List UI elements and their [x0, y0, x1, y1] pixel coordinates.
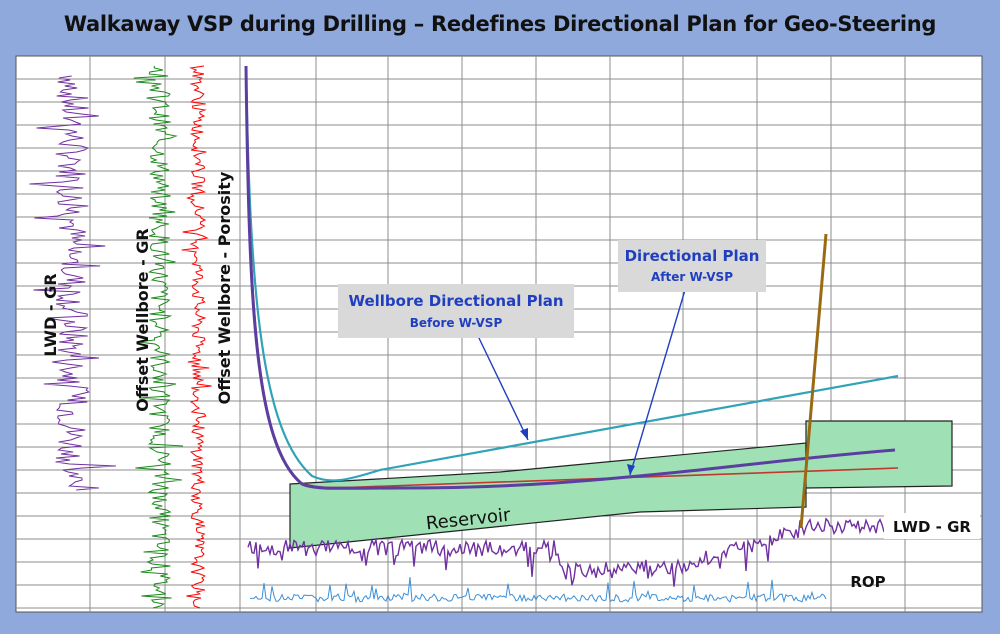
before-plan-callout-box: [338, 284, 574, 338]
before-plan-callout-sub: Before W-VSP: [410, 316, 503, 330]
lwd-gr-right-label: LWD - GR: [893, 518, 971, 536]
lwd-gr-log-line: [29, 75, 116, 491]
vertical-well-line: [799, 233, 828, 529]
lwd-gr-vertical-label: LWD - GR: [41, 273, 60, 356]
before-wvsp-plan-line: [244, 65, 899, 482]
after-wvsp-plan-line: [244, 65, 896, 490]
rop-line: [249, 577, 827, 604]
offset-gr-log-line: [133, 66, 184, 609]
lwd-gr-right-label-bg: [884, 513, 980, 539]
before-plan-arrow: [477, 335, 529, 441]
before-plan-arrowhead: [520, 428, 528, 440]
offset-gr-vertical-label: Offset Wellbore - GR: [133, 228, 152, 411]
after-plan-callout-sub: After W-VSP: [651, 270, 733, 284]
after-plan-arrow: [629, 289, 686, 476]
offset-porosity-log-line: [181, 65, 212, 609]
reservoir-body: [289, 442, 807, 549]
reservoir-extension: [805, 420, 953, 489]
rop-label: ROP: [850, 573, 885, 591]
slide-title: Walkaway VSP during Drilling – Redefines…: [63, 12, 937, 36]
lwd-gr-bottom-line: [247, 517, 885, 587]
after-plan-callout-box: [618, 240, 766, 292]
before-plan-callout-title: Wellbore Directional Plan: [348, 292, 563, 310]
after-plan-callout-title: Directional Plan: [625, 247, 760, 265]
offset-porosity-vertical-label: Offset Wellbore - Porosity: [215, 171, 234, 404]
after-plan-arrowhead: [627, 464, 635, 475]
